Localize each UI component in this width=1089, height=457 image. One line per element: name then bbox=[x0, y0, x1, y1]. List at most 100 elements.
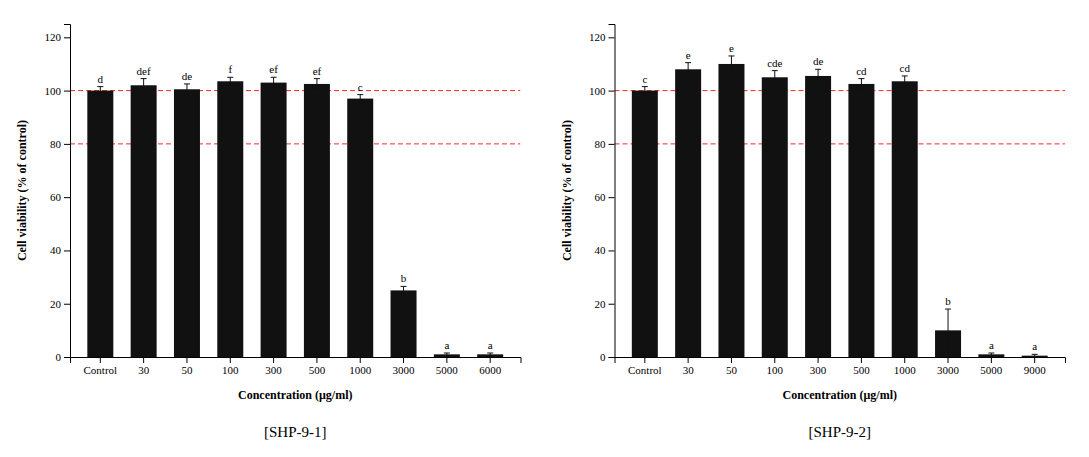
annotation: de bbox=[813, 55, 824, 67]
x-tick: 50 bbox=[181, 357, 193, 376]
error-bar bbox=[227, 77, 233, 85]
bar bbox=[762, 77, 788, 357]
error-bar bbox=[858, 79, 864, 90]
x-tick: 6000 bbox=[479, 357, 502, 376]
error-bar bbox=[401, 286, 407, 294]
bar bbox=[805, 76, 831, 357]
y-tick: 80 bbox=[595, 138, 615, 150]
y-tick-label: 100 bbox=[589, 85, 606, 97]
y-tick-label: 80 bbox=[50, 138, 62, 150]
y-tick-mark bbox=[609, 144, 615, 145]
bar bbox=[304, 84, 330, 357]
error-bar bbox=[945, 309, 951, 352]
error-bars bbox=[642, 56, 1038, 357]
annotation: b bbox=[401, 272, 407, 284]
x-tick: 300 bbox=[265, 357, 282, 376]
x-tick-label: 3000 bbox=[393, 364, 416, 376]
annotation: b bbox=[945, 295, 951, 307]
x-tick-mark bbox=[948, 357, 949, 363]
y-tick-label: 40 bbox=[50, 244, 62, 256]
error-bar bbox=[314, 79, 320, 90]
x-tick-label: 300 bbox=[810, 364, 827, 376]
error-bar bbox=[772, 71, 778, 84]
bar bbox=[391, 290, 417, 357]
bar bbox=[347, 99, 373, 357]
x-tick-mark bbox=[230, 357, 231, 363]
y-tick-mark bbox=[64, 357, 70, 358]
x-tick-mark bbox=[360, 357, 361, 363]
y-tick: 60 bbox=[595, 191, 615, 203]
y-tick: 80 bbox=[50, 138, 70, 150]
x-tick: 300 bbox=[810, 357, 827, 376]
x-tick: 100 bbox=[222, 357, 239, 376]
y-tick: 100 bbox=[45, 85, 71, 97]
annotation: a bbox=[444, 339, 449, 351]
chart-panel: ddefdefefefcbaaControl305010030050010003… bbox=[15, 25, 521, 441]
y-tick: 0 bbox=[56, 351, 71, 363]
x-tick-label: 6000 bbox=[479, 364, 502, 376]
x-tick-mark bbox=[100, 357, 101, 363]
y-tick-label: 100 bbox=[45, 85, 62, 97]
x-tick-label: Control bbox=[84, 364, 118, 376]
y-tick: 120 bbox=[589, 31, 615, 43]
x-tick: 100 bbox=[767, 357, 784, 376]
x-tick-label: 30 bbox=[138, 364, 150, 376]
x-tick-mark bbox=[644, 357, 645, 363]
x-tick: 5000 bbox=[980, 357, 1003, 376]
x-tick-label: 9000 bbox=[1024, 364, 1047, 376]
x-tick-mark bbox=[403, 357, 404, 363]
y-axis: 020406080100120 bbox=[45, 25, 71, 364]
annotation: cd bbox=[900, 62, 911, 74]
x-tick-mark bbox=[490, 357, 491, 363]
chart-title: [SHP-9-1] bbox=[264, 424, 327, 440]
x-tick: 500 bbox=[853, 357, 870, 376]
x-tick-label: 100 bbox=[222, 364, 239, 376]
y-tick-label: 20 bbox=[50, 298, 62, 310]
y-tick-label: 60 bbox=[595, 191, 607, 203]
error-bars bbox=[97, 77, 493, 355]
annotation: e bbox=[729, 42, 734, 54]
error-bar bbox=[97, 87, 103, 95]
x-tick: 1000 bbox=[349, 357, 372, 376]
x-axis-title: Concentration (μg/ml) bbox=[238, 388, 352, 402]
error-bar bbox=[357, 95, 363, 103]
chart-panel: ceecdedecdcdbaaControl305010030050010003… bbox=[560, 25, 1066, 441]
bar bbox=[87, 91, 113, 357]
x-tick-mark bbox=[316, 357, 317, 363]
bar bbox=[261, 83, 287, 357]
bar bbox=[174, 89, 200, 357]
y-tick: 0 bbox=[600, 351, 615, 363]
y-axis-line bbox=[609, 25, 616, 358]
x-tick-label: 300 bbox=[265, 364, 282, 376]
error-bar bbox=[1032, 354, 1038, 357]
y-tick: 100 bbox=[589, 85, 615, 97]
x-axis-line bbox=[71, 358, 522, 364]
x-tick: 500 bbox=[309, 357, 326, 376]
x-tick-label: 5000 bbox=[436, 364, 459, 376]
x-tick: Control bbox=[628, 357, 662, 376]
x-axis: Control 30 50 100 300 500 1000 3000 5000 6000 bbox=[71, 357, 522, 376]
bar bbox=[131, 85, 157, 357]
bar bbox=[892, 81, 918, 357]
y-axis-title: Cell viability (% of control) bbox=[560, 120, 574, 261]
y-tick: 40 bbox=[50, 244, 70, 256]
x-tick: 5000 bbox=[436, 357, 459, 376]
y-tick-label: 120 bbox=[589, 31, 606, 43]
y-tick-label: 20 bbox=[595, 298, 607, 310]
annotation: e bbox=[686, 49, 691, 61]
annotations: ddefdefefefcbaa bbox=[98, 63, 493, 351]
x-tick-mark bbox=[273, 357, 274, 363]
x-tick: Control bbox=[84, 357, 118, 376]
bar bbox=[675, 69, 701, 357]
x-tick-label: 3000 bbox=[937, 364, 960, 376]
error-bar bbox=[487, 353, 493, 356]
x-tick: 50 bbox=[726, 357, 738, 376]
x-tick-label: 30 bbox=[683, 364, 695, 376]
x-tick-mark bbox=[186, 357, 187, 363]
error-bar bbox=[728, 56, 734, 72]
bars bbox=[87, 81, 503, 357]
annotation: a bbox=[989, 339, 994, 351]
annotations: ceecdedecdcdbaa bbox=[642, 42, 1037, 352]
x-tick-label: 500 bbox=[853, 364, 870, 376]
x-tick-mark bbox=[774, 357, 775, 363]
